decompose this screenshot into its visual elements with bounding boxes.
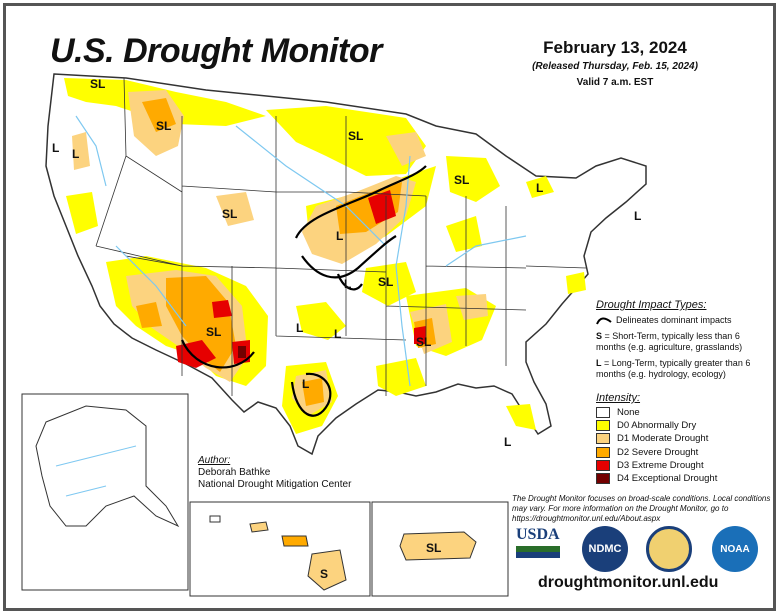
author-org: National Drought Mitigation Center — [198, 479, 352, 490]
intensity-item: D1 Moderate Drought — [596, 432, 771, 445]
map-title: U.S. Drought Monitor — [50, 32, 382, 70]
intensity-swatch — [596, 433, 610, 445]
intensity-legend: Intensity: None D0 Abnormally Dry D1 Moder… — [596, 392, 771, 485]
intensity-swatch — [596, 420, 610, 432]
impact-delineates: Delineates dominant impacts — [616, 315, 732, 325]
label-l-fl: L — [504, 435, 511, 449]
noaa-logo-text: NOAA — [720, 543, 750, 555]
intensity-label: D4 Exceptional Drought — [617, 473, 718, 485]
map-labels: SL SL SL SL SL SL SL SL L L L L L L L L … — [52, 77, 641, 449]
label-sl-pr: SL — [426, 541, 441, 555]
label-l-ok2: L — [334, 327, 341, 341]
intensity-heading: Intensity: — [596, 392, 641, 404]
intensity-swatch — [596, 459, 610, 471]
intensity-swatch — [596, 407, 610, 419]
website-url[interactable]: droughtmonitor.unl.edu — [538, 574, 719, 591]
rivers — [75, 115, 527, 387]
intensity-label: D2 Severe Drought — [617, 446, 699, 458]
usda-logo: USDA — [516, 526, 560, 558]
short-term-key: S — [596, 331, 603, 341]
valid-time: Valid 7 a.m. EST — [576, 77, 654, 88]
label-l-ny: L — [536, 181, 543, 195]
label-s-hi: S — [320, 567, 328, 581]
us-drought-map: SL SL SL SL SL SL SL SL L L L L L L L L … — [21, 73, 647, 597]
release-date: (Released Thursday, Feb. 15, 2024) — [532, 61, 698, 72]
ndmc-logo: NDMC — [582, 526, 628, 572]
puerto-rico-outline — [399, 531, 477, 561]
intensity-item: D2 Severe Drought — [596, 446, 771, 459]
alaska-outline — [35, 405, 180, 528]
author-block: Author: Deborah Bathke National Drought … — [198, 455, 351, 491]
intensity-swatch — [596, 473, 610, 485]
alaska-rivers — [55, 445, 137, 497]
label-sl-nm: SL — [206, 325, 221, 339]
impact-lines — [180, 165, 427, 417]
label-sl-mi: SL — [454, 173, 469, 187]
author-label: Author: — [198, 455, 231, 466]
label-sl-co: SL — [222, 207, 237, 221]
usda-logo-text: USDA — [516, 526, 560, 543]
label-l-ne: L — [336, 229, 343, 243]
long-term-key: L — [596, 358, 602, 368]
d4-regions — [238, 346, 246, 358]
label-l-me: L — [634, 209, 641, 223]
intensity-item: D0 Abnormally Dry — [596, 419, 771, 432]
impact-types-heading: Drought Impact Types: — [596, 299, 707, 311]
ndmc-logo-text: NDMC — [588, 543, 622, 555]
noaa-logo: NOAA — [712, 526, 758, 572]
intensity-item: D4 Exceptional Drought — [596, 472, 771, 485]
author-name: Deborah Bathke — [198, 467, 271, 478]
commerce-seal — [646, 526, 692, 572]
label-sl-mn: SL — [348, 129, 363, 143]
intensity-label: D0 Abnormally Dry — [617, 420, 697, 432]
impact-types-legend: Drought Impact Types: Delineates dominan… — [596, 299, 771, 385]
long-term-text: = Long-Term, typically greater than 6 mo… — [596, 358, 751, 379]
short-term-text: = Short-Term, typically less than 6 mont… — [596, 331, 743, 352]
intensity-item: D3 Extreme Drought — [596, 459, 771, 472]
map-date: February 13, 2024 — [543, 38, 687, 57]
intensity-label: None — [617, 407, 640, 419]
impact-line-icon — [596, 317, 612, 324]
label-l-tx: L — [302, 377, 309, 391]
label-l-or2: L — [72, 147, 79, 161]
drought-monitor-map-frame: SL SL SL SL SL SL SL SL L L L L L L L L … — [3, 3, 776, 611]
intensity-swatch — [596, 446, 610, 458]
intensity-label: D1 Moderate Drought — [617, 433, 709, 445]
label-l-ok1: L — [296, 321, 303, 335]
intensity-label: D3 Extreme Drought — [617, 459, 704, 471]
label-l-ks: L — [344, 277, 351, 291]
label-sl-wa: SL — [90, 77, 105, 91]
label-sl-mt: SL — [156, 119, 171, 133]
disclaimer-note: The Drought Monitor focuses on broad-sca… — [512, 494, 771, 523]
hawaii-islands: S — [209, 515, 347, 591]
label-sl-mo: SL — [378, 275, 393, 289]
intensity-item: None — [596, 406, 771, 419]
d3-regions — [176, 190, 426, 368]
label-sl-ms: SL — [416, 335, 431, 349]
label-l-or1: L — [52, 141, 59, 155]
